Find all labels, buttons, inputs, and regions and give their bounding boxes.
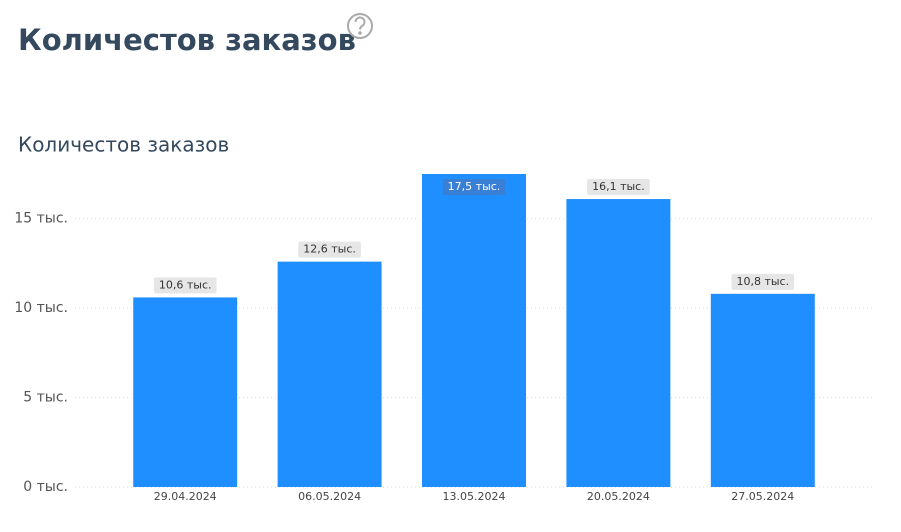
y-tick-label: 15 тыс. — [14, 211, 68, 227]
value-label-bg — [731, 273, 795, 290]
value-label-bg — [153, 277, 217, 294]
value-label: 10,6 тыс. — [159, 278, 212, 291]
bar — [277, 261, 382, 487]
value-label: 17,5 тыс. — [448, 180, 501, 193]
y-tick-label: 10 тыс. — [14, 300, 68, 316]
value-label-bg — [298, 241, 361, 258]
value-label: 12,6 тыс. — [303, 243, 356, 256]
help-glyph — [354, 16, 366, 30]
bar — [422, 174, 526, 487]
bar — [133, 297, 238, 487]
y-tick-label: 0 тыс. — [23, 479, 68, 495]
bar — [566, 199, 671, 488]
x-tick-label: 29.04.2024 — [154, 490, 217, 503]
x-tick-label: 27.05.2024 — [731, 490, 794, 503]
x-tick-label: 20.05.2024 — [587, 490, 650, 503]
value-label-bg — [587, 179, 650, 196]
help-dot — [358, 31, 362, 35]
help-icon[interactable] — [347, 13, 373, 39]
chart-title: Количестов заказов — [18, 133, 229, 157]
x-tick-label: 06.05.2024 — [298, 490, 361, 503]
value-label: 16,1 тыс. — [592, 180, 645, 193]
bar — [710, 293, 815, 487]
y-tick-label: 5 тыс. — [23, 390, 68, 406]
value-label: 10,8 тыс. — [736, 275, 789, 288]
help-circle — [347, 13, 373, 39]
page-title: Количестов заказов — [18, 23, 356, 57]
value-label-bg — [442, 179, 506, 195]
x-tick-label: 13.05.2024 — [443, 490, 506, 503]
